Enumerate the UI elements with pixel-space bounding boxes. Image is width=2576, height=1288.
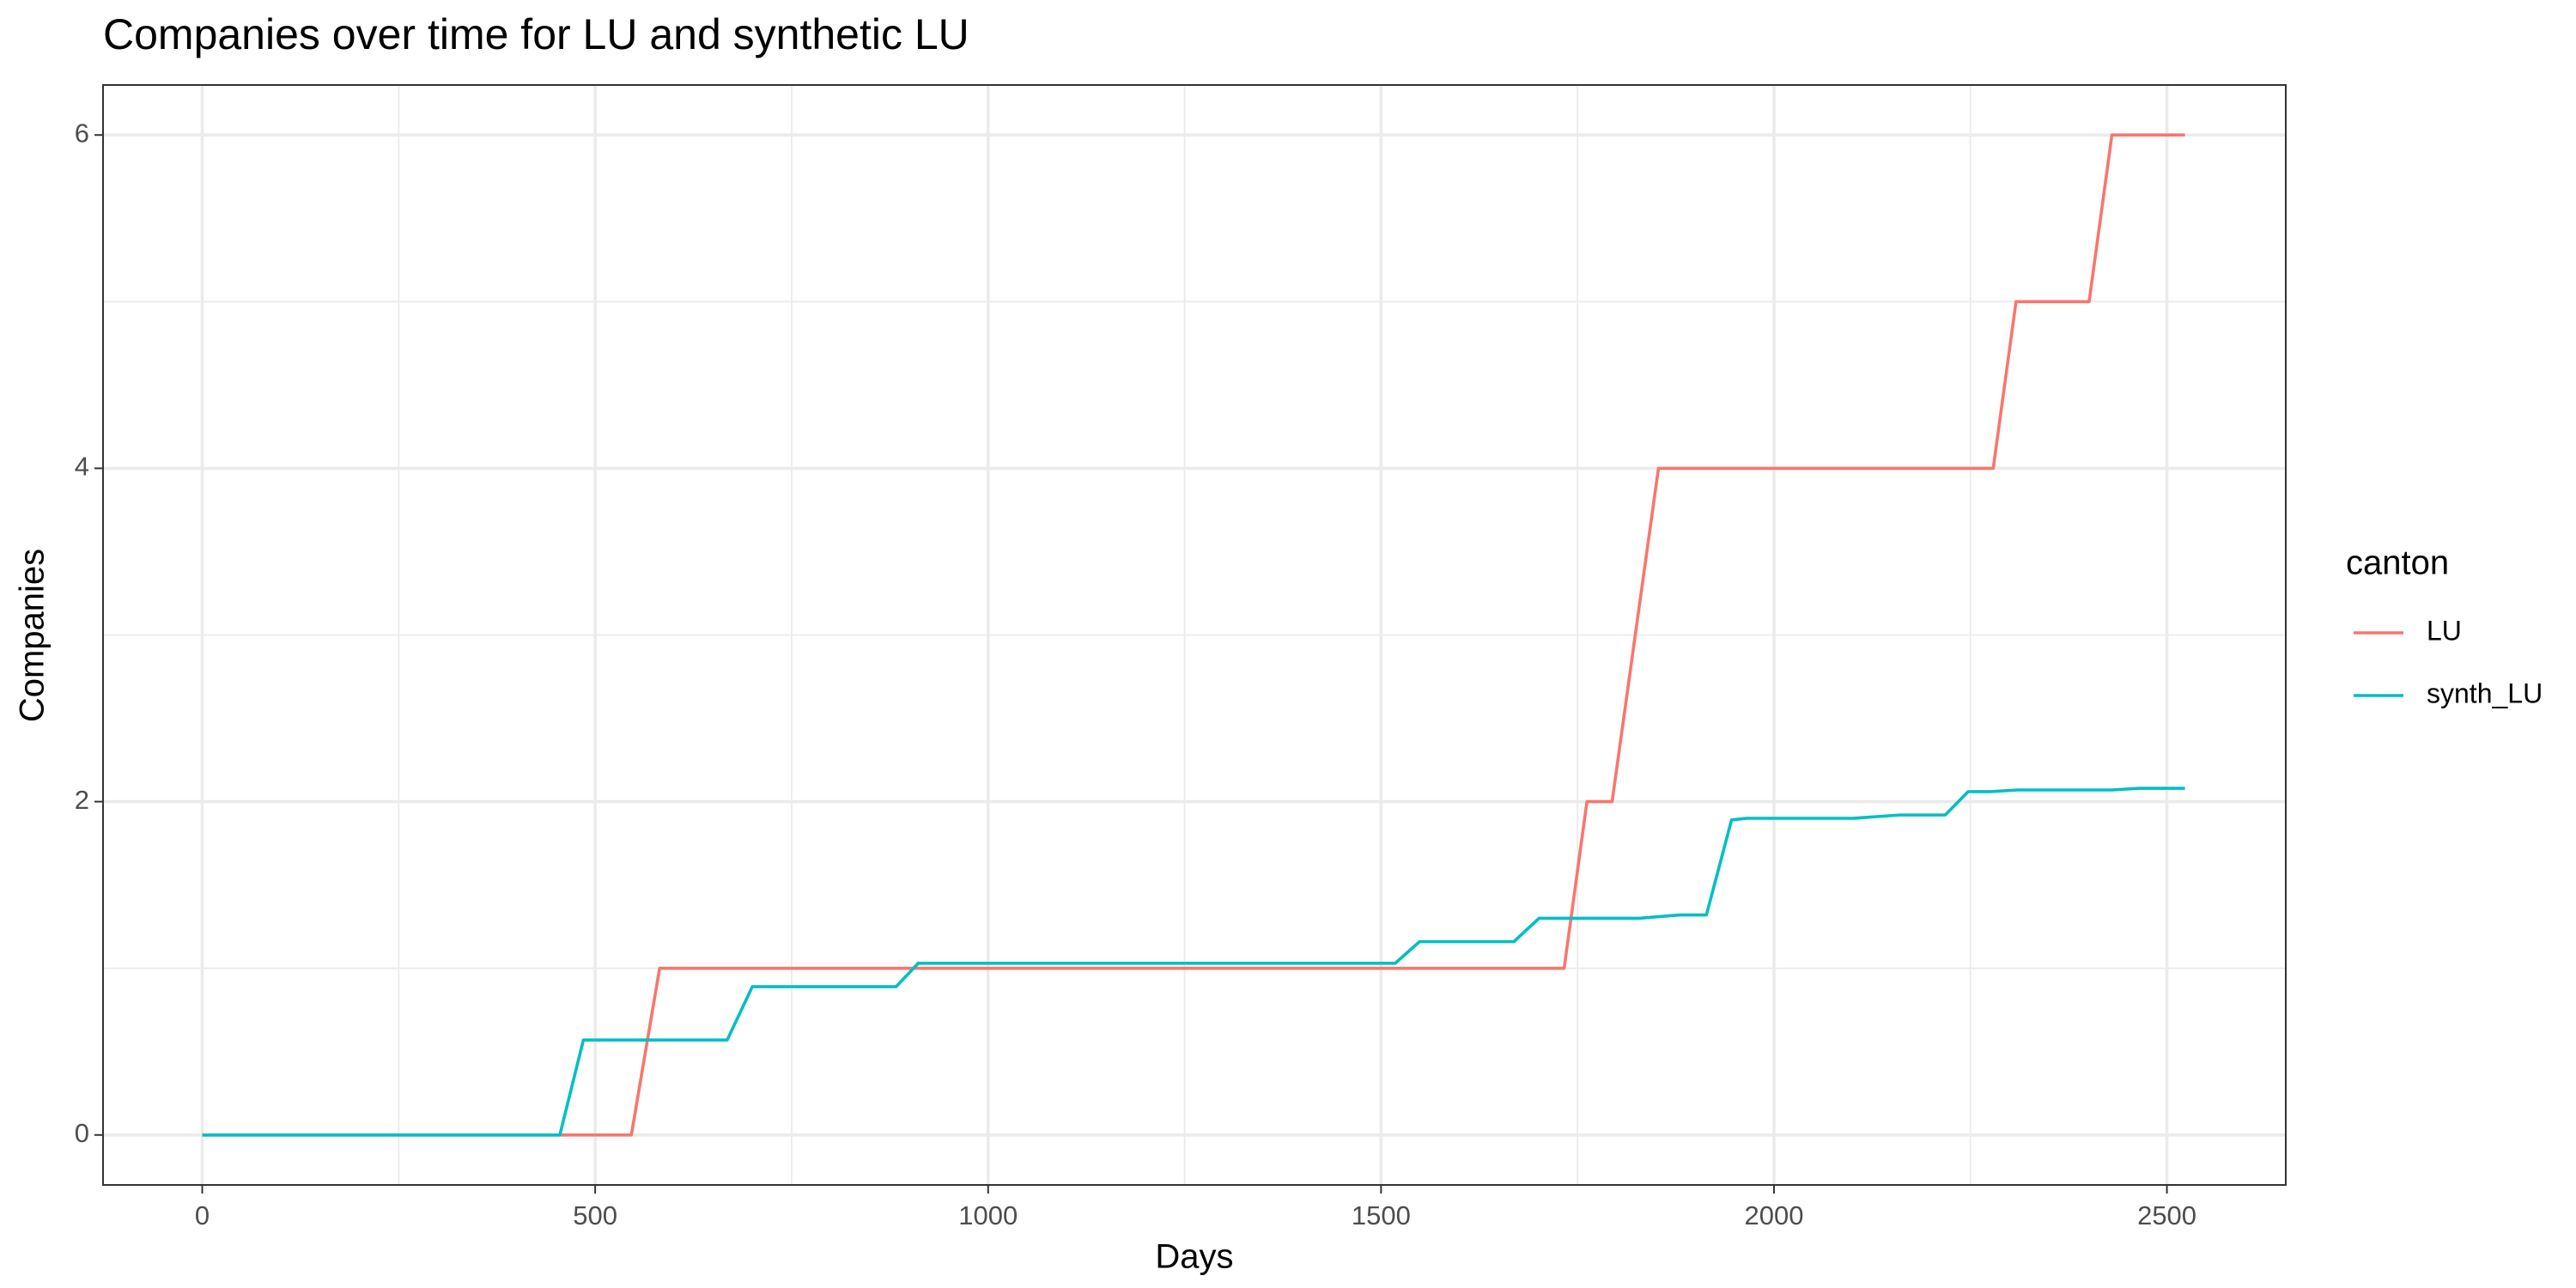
legend-label: synth_LU bbox=[2427, 677, 2543, 708]
y-tick-label: 4 bbox=[75, 452, 89, 482]
data-line bbox=[202, 133, 2185, 1137]
x-tick-label: 500 bbox=[573, 1200, 617, 1230]
x-tick-label: 1000 bbox=[958, 1200, 1018, 1230]
legend-label: LU bbox=[2427, 615, 2462, 646]
x-tick-label: 2500 bbox=[2137, 1200, 2196, 1230]
y-axis-title: Companies bbox=[14, 549, 52, 722]
plot-border bbox=[102, 84, 2287, 1186]
x-tick-label: 0 bbox=[195, 1200, 210, 1230]
y-tick-label: 0 bbox=[75, 1118, 89, 1148]
chart-title: Companies over time for LU and synthetic… bbox=[103, 10, 969, 58]
legend-title: canton bbox=[2346, 544, 2449, 582]
x-axis-title: Days bbox=[1155, 1238, 1233, 1276]
x-tick-label: 1500 bbox=[1352, 1200, 1411, 1230]
x-tick-label: 2000 bbox=[1744, 1200, 1803, 1230]
y-tick-label: 2 bbox=[75, 785, 89, 815]
y-tick-label: 6 bbox=[75, 118, 89, 148]
data-line bbox=[202, 787, 2185, 1137]
plot-area bbox=[103, 85, 2286, 1185]
